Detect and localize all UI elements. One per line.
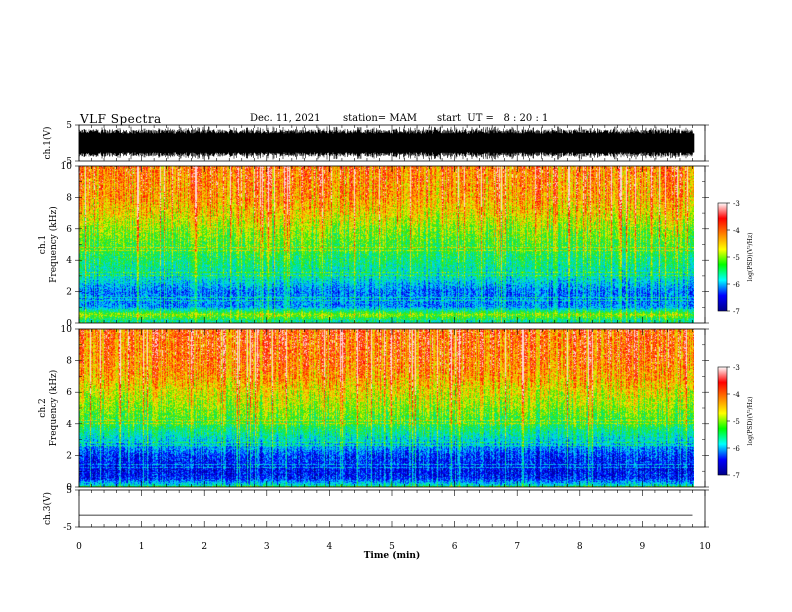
x-tick-label: 0	[76, 542, 82, 552]
ch2-spectrogram-heatmap	[79, 329, 694, 487]
colorbar-tick-label: -3	[733, 364, 740, 372]
colorbar-tick-label: -5	[733, 418, 740, 426]
colorbar-tick-label: -6	[733, 281, 740, 289]
colorbar-tick-label: -4	[733, 227, 740, 235]
y-tick-label: 10	[61, 325, 73, 335]
x-tick-label: 10	[699, 542, 711, 552]
x-tick-label: 7	[514, 542, 520, 552]
x-tick-label: 2	[201, 542, 207, 552]
y-tick-label: 0	[66, 483, 72, 493]
date-label: Dec. 11, 2021	[250, 113, 321, 124]
colorbar-2-label: log(PSD)(V²/Hz)	[747, 397, 754, 446]
y-tick-label: 10	[61, 162, 73, 172]
y-tick-label: 5	[66, 121, 72, 131]
y-tick-label: 6	[66, 388, 72, 398]
panel-4-ylabel: ch.3(V)	[42, 492, 53, 525]
y-tick-label: 0	[66, 319, 72, 329]
x-tick-label: 1	[139, 542, 145, 552]
y-tick-label: 2	[66, 288, 72, 298]
y-tick-label: -5	[63, 523, 72, 533]
colorbar-1-label: log(PSD)(V²/Hz)	[747, 233, 754, 282]
x-tick-label: 5	[389, 542, 395, 552]
y-tick-label: 5	[66, 486, 72, 496]
colorbar-tick-label: -4	[733, 391, 740, 399]
start-time-label: start UT = 8 : 20 : 1	[437, 113, 549, 124]
colorbar-tick-label: -7	[733, 472, 740, 480]
x-tick-label: 3	[264, 542, 270, 552]
y-tick-label: 2	[66, 451, 72, 461]
panel-2-ylabel: Frequency (kHz)	[48, 206, 59, 283]
panel-2-ylabel: ch.1	[38, 235, 48, 254]
colorbar-tick-label: -5	[733, 254, 740, 262]
colorbar-tick-label: -6	[733, 445, 740, 453]
figure-title: VLF Spectra	[80, 112, 162, 126]
station-label: station= MAM	[343, 113, 418, 124]
x-tick-label: 4	[327, 542, 333, 552]
y-tick-label: 6	[66, 225, 72, 235]
x-tick-label: 9	[640, 542, 646, 552]
panel-1-ylabel: ch.1(V)	[42, 127, 53, 160]
y-tick-label: 8	[66, 193, 72, 203]
x-tick-label: 8	[577, 542, 583, 552]
y-tick-label: 8	[66, 357, 72, 367]
ch1-spectrogram-heatmap	[79, 166, 694, 323]
y-tick-label: 4	[66, 256, 72, 266]
colorbar-1	[717, 202, 728, 312]
panel-3-ylabel: Frequency (kHz)	[48, 370, 59, 447]
panel-3-ylabel: ch.2	[38, 398, 48, 417]
x-axis-label: Time (min)	[364, 550, 421, 561]
colorbar-2	[717, 366, 728, 476]
y-tick-label: -5	[63, 157, 72, 167]
colorbar-tick-label: -3	[733, 200, 740, 208]
x-tick-label: 6	[452, 542, 458, 552]
ch1-waveform-trace	[78, 126, 695, 160]
y-tick-label: 4	[66, 420, 72, 430]
colorbar-tick-label: -7	[733, 308, 740, 316]
